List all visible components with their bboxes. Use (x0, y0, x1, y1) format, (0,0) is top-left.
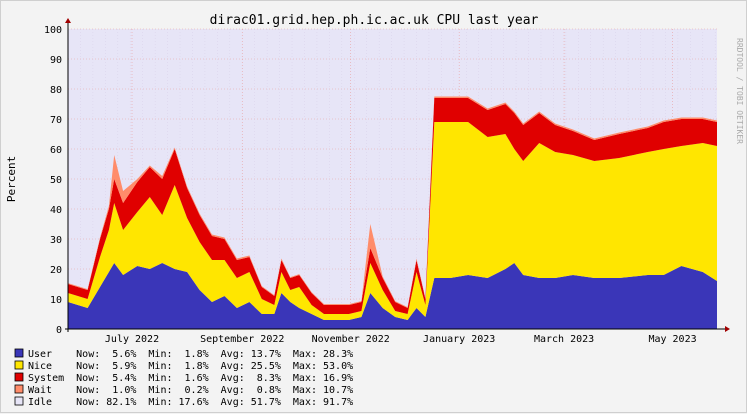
y-axis-arrow (65, 18, 71, 23)
legend-swatch (14, 372, 24, 382)
y-tick-label: 30 (50, 235, 62, 246)
y-tick-label: 0 (56, 325, 62, 336)
axes (65, 18, 730, 332)
y-axis-label: Percent (5, 156, 18, 202)
legend-text: Wait Now: 1.0% Min: 0.2% Avg: 0.8% Max: … (28, 385, 353, 396)
legend-swatch (14, 396, 24, 406)
x-tick-labels: July 2022 September 2022 November 2022 Janu… (105, 334, 697, 345)
legend-text: Nice Now: 5.9% Min: 1.8% Avg: 25.5% Max:… (28, 361, 353, 372)
x-tick-label: November 2022 (312, 334, 390, 345)
y-tick-label: 60 (50, 145, 62, 156)
chart-title: dirac01.grid.hep.ph.ic.ac.uk CPU last ye… (210, 13, 539, 28)
legend-text: User Now: 5.6% Min: 1.8% Avg: 13.7% Max:… (28, 349, 353, 360)
legend-swatch (14, 360, 24, 370)
y-tick-label: 90 (50, 55, 62, 66)
legend-text: Idle Now: 82.1% Min: 17.6% Avg: 51.7% Ma… (28, 397, 353, 408)
legend: User Now: 5.6% Min: 1.8% Avg: 13.7% Max:… (14, 348, 353, 408)
legend-item-system: System Now: 5.4% Min: 1.6% Avg: 8.3% Max… (14, 372, 353, 384)
x-tick-label: March 2023 (534, 334, 594, 345)
area-system (68, 98, 717, 314)
y-tick-label: 70 (50, 115, 62, 126)
y-tick-label: 10 (50, 295, 62, 306)
x-tick-label: May 2023 (648, 334, 696, 345)
legend-swatch (14, 384, 24, 394)
y-tick-label: 40 (50, 205, 62, 216)
x-tick-label: July 2022 (105, 334, 159, 345)
watermark: RRDTOOL / TOBI OETIKER (735, 38, 744, 144)
legend-item-wait: Wait Now: 1.0% Min: 0.2% Avg: 0.8% Max: … (14, 384, 353, 396)
series-areas (68, 96, 717, 329)
y-tick-label: 50 (50, 175, 62, 186)
y-tick-label: 80 (50, 85, 62, 96)
y-tick-label: 20 (50, 265, 62, 276)
x-tick-label: January 2023 (423, 334, 495, 345)
area-user (68, 263, 717, 329)
x-tick-label: September 2022 (200, 334, 284, 345)
x-axis-arrow (725, 326, 730, 332)
y-tick-labels: 0 10 20 30 40 50 60 70 80 90 100 (44, 25, 62, 336)
legend-swatch (14, 348, 24, 358)
legend-item-nice: Nice Now: 5.9% Min: 1.8% Avg: 25.5% Max:… (14, 360, 353, 372)
y-tick-label: 100 (44, 25, 62, 36)
area-nice (68, 122, 717, 320)
legend-item-idle: Idle Now: 82.1% Min: 17.6% Avg: 51.7% Ma… (14, 396, 353, 408)
legend-text: System Now: 5.4% Min: 1.6% Avg: 8.3% Max… (28, 373, 353, 384)
legend-item-user: User Now: 5.6% Min: 1.8% Avg: 13.7% Max:… (14, 348, 353, 360)
